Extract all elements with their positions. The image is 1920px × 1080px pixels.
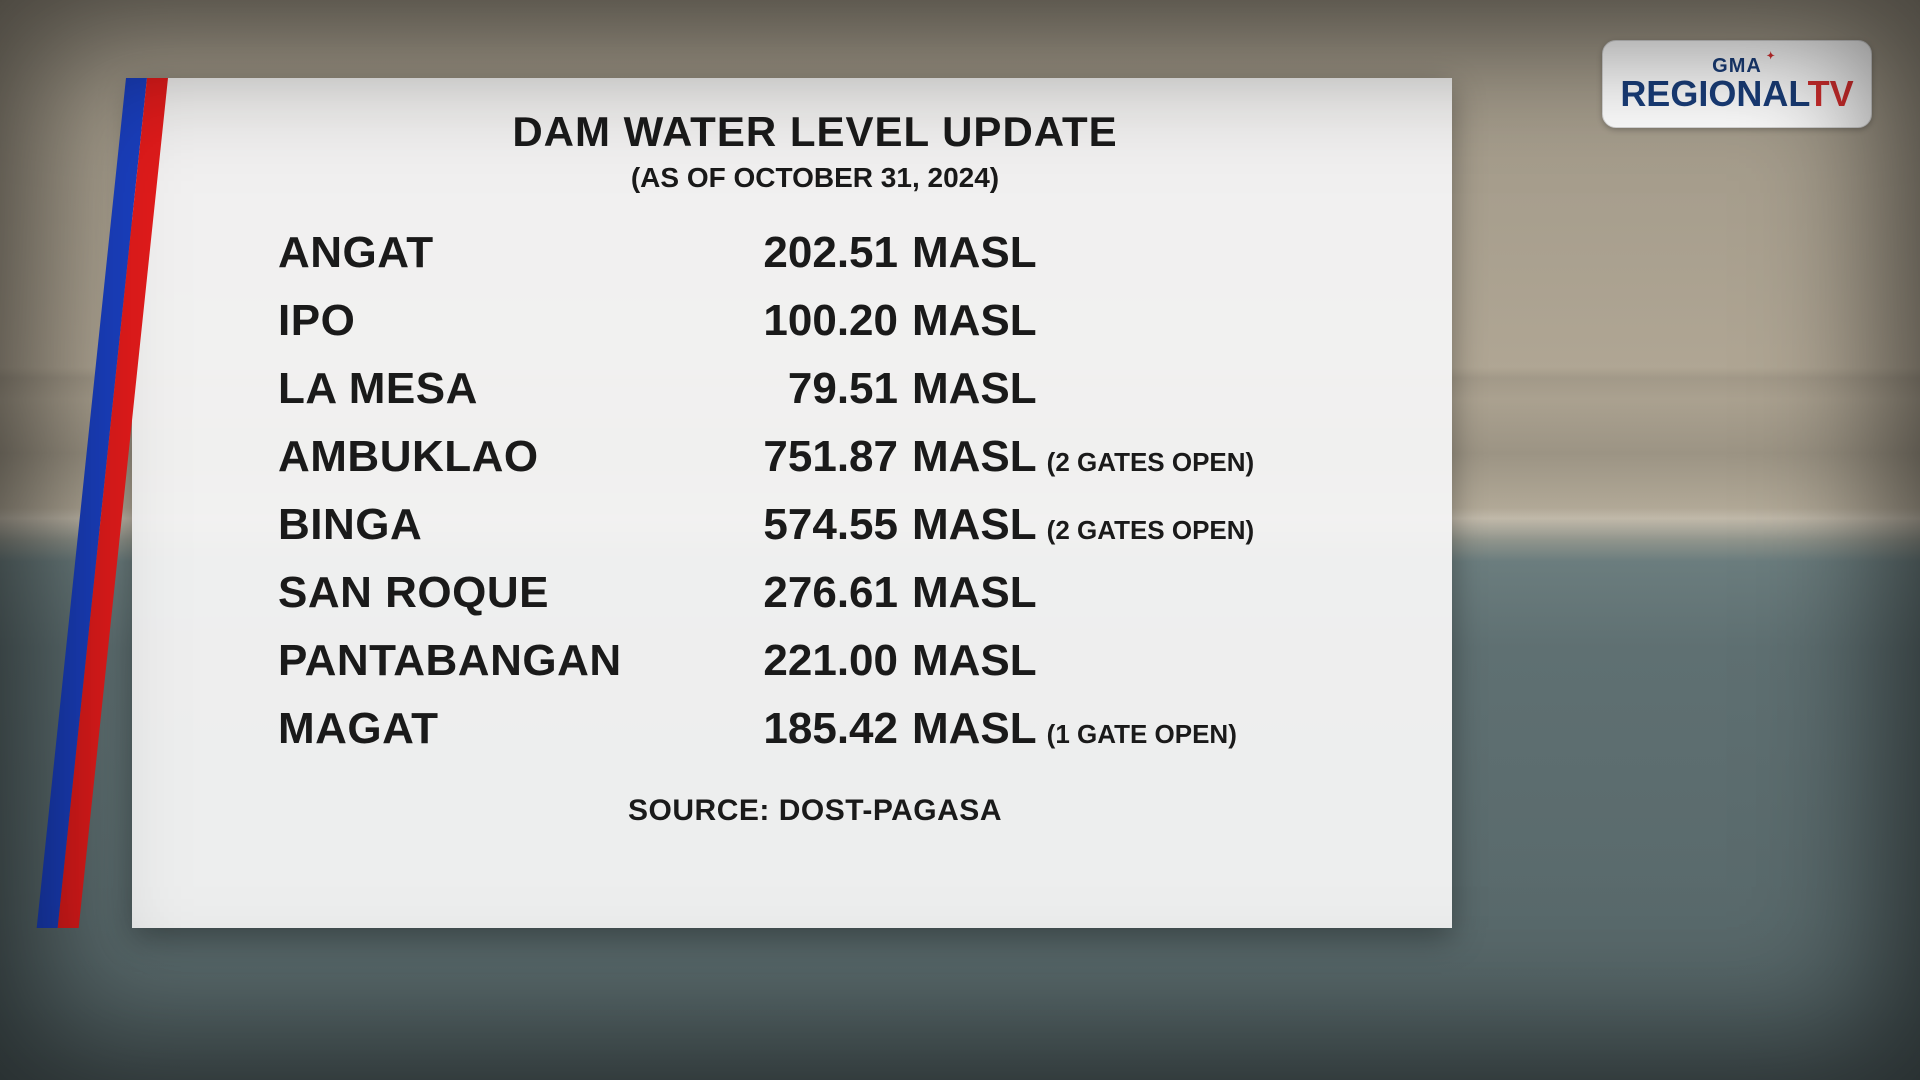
dam-row: ANGAT202.51 MASL: [278, 228, 1382, 278]
network-logo: GMA REGIONALTV: [1602, 40, 1872, 128]
logo-word-regional: REGIONAL: [1620, 73, 1807, 114]
logo-line1: GMA: [1712, 56, 1762, 76]
accent-stripe: [37, 78, 168, 928]
panel-title: DAM WATER LEVEL UPDATE: [238, 108, 1392, 156]
dam-unit: MASL: [912, 704, 1037, 754]
dam-name: IPO: [278, 296, 708, 346]
dam-value: 202.51: [708, 228, 898, 278]
dam-value: 100.20: [708, 296, 898, 346]
dam-name: SAN ROQUE: [278, 568, 708, 618]
dam-row: IPO100.20 MASL: [278, 296, 1382, 346]
dam-row: MAGAT185.42 MASL (1 GATE OPEN): [278, 704, 1382, 754]
dam-note: (2 GATES OPEN): [1047, 515, 1255, 546]
dam-value: 751.87: [708, 432, 898, 482]
dam-note: (2 GATES OPEN): [1047, 447, 1255, 478]
dam-rows: ANGAT202.51MASLIPO100.20MASLLA MESA79.51…: [238, 228, 1392, 754]
logo-line2: REGIONALTV: [1620, 76, 1853, 112]
dam-unit: MASL: [912, 500, 1037, 550]
dam-value: 79.51: [708, 364, 898, 414]
panel-source: SOURCE: DOST-PAGASA: [238, 794, 1392, 828]
dam-value: 221.00: [708, 636, 898, 686]
dam-name: AMBUKLAO: [278, 432, 708, 482]
dam-unit: MASL: [912, 432, 1037, 482]
dam-unit: MASL: [912, 296, 1037, 346]
dam-unit: MASL: [912, 568, 1037, 618]
dam-row: SAN ROQUE276.61 MASL: [278, 568, 1382, 618]
info-panel: DAM WATER LEVEL UPDATE (AS OF OCTOBER 31…: [132, 78, 1452, 928]
panel-content: DAM WATER LEVEL UPDATE (AS OF OCTOBER 31…: [168, 78, 1452, 928]
dam-name: PANTABANGAN: [278, 636, 708, 686]
dam-value: 185.42: [708, 704, 898, 754]
dam-row: PANTABANGAN221.00 MASL: [278, 636, 1382, 686]
dam-value: 276.61: [708, 568, 898, 618]
dam-row: AMBUKLAO751.87 MASL (2 GATES OPEN): [278, 432, 1382, 482]
dam-unit: MASL: [912, 364, 1037, 414]
dam-name: MAGAT: [278, 704, 708, 754]
dam-value: 574.55: [708, 500, 898, 550]
dam-name: BINGA: [278, 500, 708, 550]
dam-row: LA MESA79.51 MASL: [278, 364, 1382, 414]
dam-name: ANGAT: [278, 228, 708, 278]
dam-unit: MASL: [912, 636, 1037, 686]
dam-name: LA MESA: [278, 364, 708, 414]
logo-word-tv: TV: [1808, 73, 1854, 114]
dam-note: (1 GATE OPEN): [1047, 719, 1237, 750]
panel-subtitle: (AS OF OCTOBER 31, 2024): [238, 162, 1392, 194]
dam-unit: MASL: [912, 228, 1037, 278]
dam-row: BINGA574.55 MASL (2 GATES OPEN): [278, 500, 1382, 550]
